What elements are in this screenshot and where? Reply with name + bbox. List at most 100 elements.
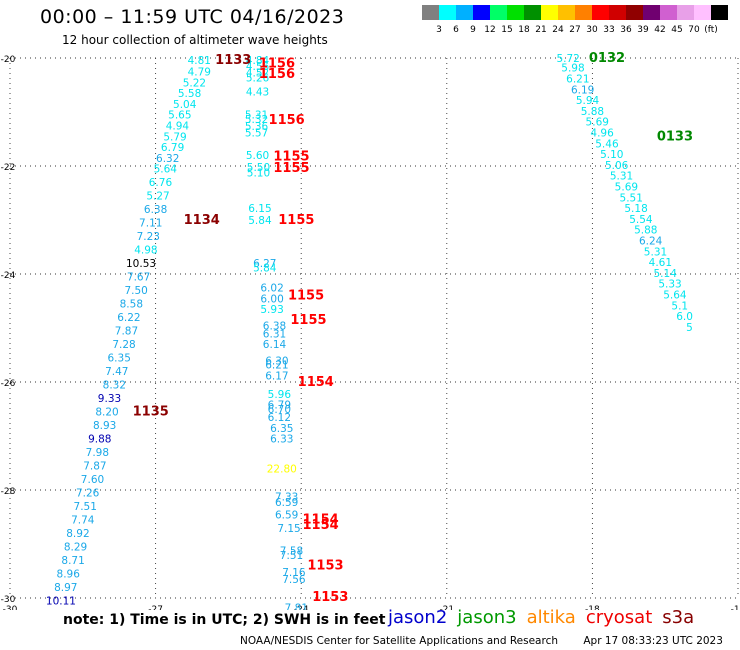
color-swatch xyxy=(422,5,439,20)
wave-height-label: 6.59 xyxy=(275,509,298,521)
wave-height-label: 5.31 xyxy=(610,171,633,183)
y-tick-label: -26 xyxy=(1,379,16,389)
wave-height-label: 7.33 xyxy=(275,491,298,503)
wave-height-label: 6.15 xyxy=(248,203,271,215)
legend-entry-s3a: s3a xyxy=(662,607,695,628)
wave-height-label: 6.12 xyxy=(268,412,291,424)
wave-height-label: 7.51 xyxy=(74,501,97,513)
wave-height-label: 5.64 xyxy=(663,290,687,302)
color-swatch xyxy=(575,5,592,20)
pass-time-label: 1155 xyxy=(273,161,309,176)
wave-height-label: 6.19 xyxy=(571,84,594,96)
wave-height-label: 4.43 xyxy=(246,86,269,98)
wave-height-label: 7.60 xyxy=(81,474,104,486)
x-tick-label: -18 xyxy=(585,605,600,610)
wave-height-label: 9.33 xyxy=(98,393,121,405)
wave-height-label: 5.58 xyxy=(178,88,201,100)
wave-height-label: 7.47 xyxy=(105,366,128,378)
pass-time-label: 1156 xyxy=(269,113,305,128)
wave-height-label: 5.26 xyxy=(246,72,270,84)
x-tick-label: -30 xyxy=(3,605,18,610)
wave-height-label: 6.79 xyxy=(268,400,291,412)
wave-height-label: 5.04 xyxy=(173,99,197,111)
wave-height-label: 5.72 xyxy=(556,53,579,65)
pass-time-label: 1153 xyxy=(307,559,343,574)
wave-height-label: 5.1 xyxy=(671,300,688,312)
wave-height-label: 6.0 xyxy=(676,311,693,323)
color-scale-label: 33 xyxy=(603,25,614,35)
color-scale-label: 39 xyxy=(637,25,649,35)
pass-time-label: 1156 xyxy=(259,56,295,71)
credit-source: NOAA/NESDIS Center for Satellite Applica… xyxy=(240,635,558,647)
wave-height-label: 4.61 xyxy=(649,257,672,269)
wave-height-label: 5.65 xyxy=(168,110,191,122)
wave-height-label: 5.27 xyxy=(146,191,169,203)
color-scale-label: 42 xyxy=(654,25,665,35)
wave-height-label: 6.76 xyxy=(149,177,173,189)
x-tick-label: -21 xyxy=(439,605,454,610)
color-scale-label: 30 xyxy=(586,25,598,35)
pass-time-label: 1153 xyxy=(312,590,348,605)
wave-height-label: 5.57 xyxy=(245,128,268,140)
wave-height-label: 4.84 xyxy=(246,55,270,67)
wave-height-label: 7.74 xyxy=(71,515,95,527)
wave-height-label: 5.51 xyxy=(620,192,643,204)
wave-height-label: 7.26 xyxy=(76,488,100,500)
wave-height-label: 6.35 xyxy=(270,423,293,435)
wave-height-label: 6.31 xyxy=(263,328,286,340)
pass-time-label: 1155 xyxy=(288,289,324,304)
wave-height-label: 6.21 xyxy=(566,74,589,86)
wave-height-label: 7.23 xyxy=(137,231,160,243)
legend-entry-altika: altika xyxy=(526,607,576,628)
wave-height-label: 6.00 xyxy=(260,293,283,305)
pass-time-label: 1155 xyxy=(273,149,309,164)
wave-height-label: 6.79 xyxy=(161,142,184,154)
wave-height-label: 5.36 xyxy=(245,121,269,133)
color-scale-label: 24 xyxy=(552,25,564,35)
color-swatch xyxy=(439,5,456,20)
legend-entry-cryosat: cryosat xyxy=(585,607,653,628)
y-tick-label: -24 xyxy=(1,271,16,281)
page-subtitle: 12 hour collection of altimeter wave hei… xyxy=(62,33,328,47)
color-swatch xyxy=(677,5,694,20)
wave-height-label: 5.32 xyxy=(245,114,268,126)
color-swatch xyxy=(694,5,711,20)
wave-height-label: 8.71 xyxy=(61,555,84,567)
pass-time-label: 0133 xyxy=(657,129,693,144)
pass-time-label: 0132 xyxy=(589,51,625,66)
legend-entry-jason2: jason2 xyxy=(388,607,448,628)
wave-height-label: 4.94 xyxy=(166,121,190,133)
color-scale-label: 12 xyxy=(484,25,495,35)
y-tick-label: -20 xyxy=(1,55,16,65)
color-scale-label: 70 xyxy=(688,25,700,35)
wave-height-label: 5.79 xyxy=(163,131,186,143)
color-scale-label: 3 xyxy=(436,25,442,35)
footnote: note: 1) Time is in UTC; 2) SWH is in fe… xyxy=(63,612,386,628)
color-swatch xyxy=(558,5,575,20)
wave-height-label: 7.67 xyxy=(127,272,150,284)
wave-height-label: 4.98 xyxy=(134,245,157,257)
wave-height-label: 6.70 xyxy=(268,404,291,416)
wave-height-label: 8.97 xyxy=(54,582,77,594)
color-swatch xyxy=(456,5,473,20)
wave-height-label: 5.31 xyxy=(644,246,667,258)
wave-height-label: 7.98 xyxy=(86,447,109,459)
wave-height-label: 7.28 xyxy=(112,339,135,351)
satellite-legend: jason2 jason3 altika cryosat s3a xyxy=(388,607,704,628)
wave-height-label: 4.96 xyxy=(590,128,614,140)
y-tick-label: -30 xyxy=(1,595,16,605)
wave-height-label: 5.60 xyxy=(246,150,269,162)
pass-time-label: 1135 xyxy=(133,405,169,420)
wave-height-label: 4.56 xyxy=(246,61,270,73)
wave-height-label: 8.29 xyxy=(64,542,87,554)
wave-height-label: 6.59 xyxy=(275,497,298,509)
pass-time-label: 1156 xyxy=(259,67,295,82)
color-scale-label: 21 xyxy=(535,25,546,35)
wave-height-label: 5.31 xyxy=(245,110,268,122)
credit-timestamp: Apr 17 08:33:23 UTC 2023 xyxy=(583,635,723,647)
wave-height-label: 5.22 xyxy=(183,77,206,89)
wave-height-label: 8.92 xyxy=(66,528,89,540)
wave-height-label: 8.93 xyxy=(93,420,116,432)
pass-time-label: 1154 xyxy=(303,518,339,533)
color-scale-label: 6 xyxy=(453,25,459,35)
